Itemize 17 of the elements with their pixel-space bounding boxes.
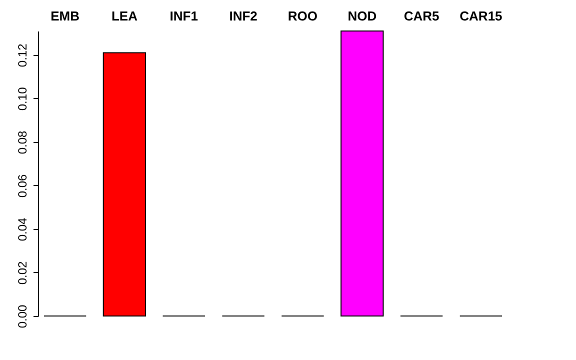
y-tick-label: 0.08 bbox=[16, 130, 30, 154]
x-tick-label: NOD bbox=[348, 8, 377, 24]
x-tick-label: EMB bbox=[50, 8, 80, 24]
x-tick-label: ROO bbox=[288, 8, 318, 24]
x-tick-label: INF2 bbox=[229, 8, 258, 24]
bar bbox=[102, 52, 146, 316]
y-tick-label: 0.10 bbox=[16, 86, 30, 111]
x-tick-label: INF1 bbox=[170, 8, 198, 24]
y-tick-label: 0.02 bbox=[16, 260, 30, 285]
x-tick-label: LEA bbox=[111, 8, 138, 24]
y-tick-label: 0.12 bbox=[16, 43, 30, 68]
y-tick-label: 0.04 bbox=[16, 217, 30, 242]
x-tick-label: CAR5 bbox=[404, 8, 440, 24]
y-tick-label: 0.00 bbox=[16, 304, 30, 328]
x-tick-label: CAR15 bbox=[460, 8, 502, 24]
y-tick-label: 0.06 bbox=[16, 174, 30, 198]
bar bbox=[340, 30, 384, 316]
